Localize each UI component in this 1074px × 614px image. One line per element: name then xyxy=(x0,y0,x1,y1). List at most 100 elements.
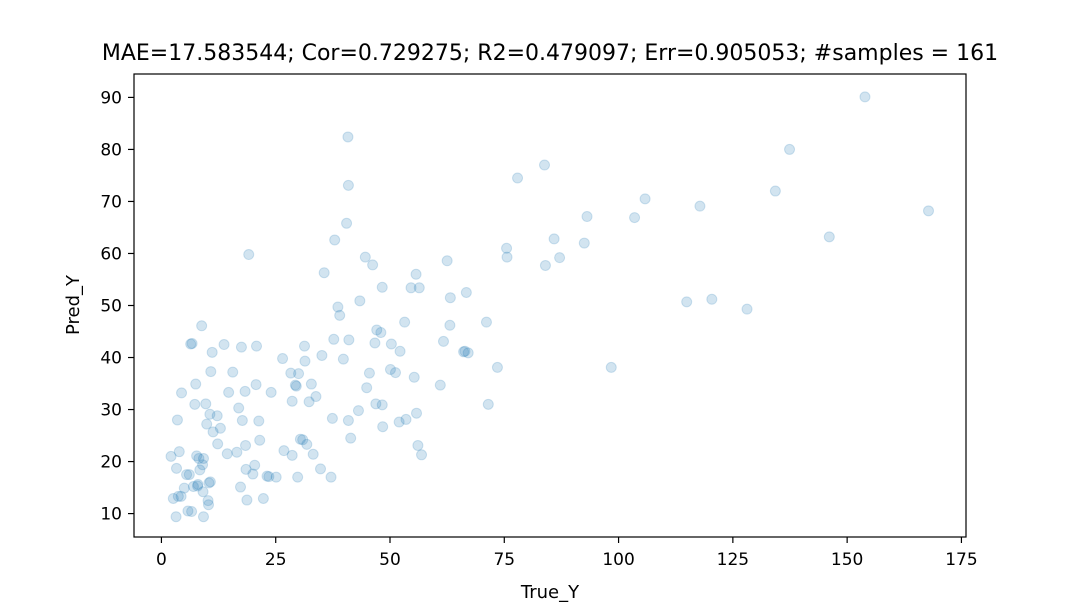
data-point xyxy=(170,511,182,523)
data-point xyxy=(578,237,590,249)
y-tick-label: 10 xyxy=(100,505,122,525)
data-point xyxy=(769,185,781,197)
x-axis-label: True_Y xyxy=(520,582,580,603)
data-point xyxy=(639,193,651,205)
data-point xyxy=(512,172,524,184)
data-point xyxy=(539,259,551,271)
data-point xyxy=(261,470,273,482)
data-point xyxy=(363,367,375,379)
data-point xyxy=(299,355,311,367)
data-point xyxy=(539,159,551,171)
data-point xyxy=(359,251,371,263)
data-point xyxy=(182,505,194,517)
data-point xyxy=(190,378,202,390)
data-point xyxy=(307,448,319,460)
data-point xyxy=(400,413,412,425)
data-point xyxy=(459,345,471,357)
data-point xyxy=(376,281,388,293)
data-point xyxy=(235,481,247,493)
data-point xyxy=(444,292,456,304)
data-point xyxy=(341,217,353,229)
chart-title: MAE=17.583544; Cor=0.729275; R2=0.479097… xyxy=(102,41,998,66)
data-point xyxy=(171,462,183,474)
data-point xyxy=(187,481,199,493)
data-point xyxy=(369,337,381,349)
data-point xyxy=(263,471,275,483)
data-point xyxy=(480,316,492,328)
data-point xyxy=(193,452,205,464)
data-point xyxy=(297,434,309,446)
data-point xyxy=(251,340,263,352)
data-point xyxy=(191,450,203,462)
data-point xyxy=(201,418,213,430)
y-tick-label: 50 xyxy=(100,297,122,317)
data-point xyxy=(299,340,311,352)
data-point xyxy=(290,380,302,392)
data-point xyxy=(482,398,494,410)
data-point xyxy=(458,346,470,358)
data-point xyxy=(329,234,341,246)
data-point xyxy=(265,386,277,398)
data-point xyxy=(285,367,297,379)
data-point xyxy=(277,353,289,365)
data-point xyxy=(352,405,364,417)
data-point xyxy=(167,493,179,504)
data-point xyxy=(462,347,474,359)
y-tick-label: 70 xyxy=(100,192,122,212)
data-point xyxy=(203,499,215,511)
data-point xyxy=(305,378,317,390)
data-point xyxy=(741,303,753,315)
data-point xyxy=(205,366,217,378)
data-point xyxy=(342,179,354,191)
data-point xyxy=(204,476,216,488)
data-point xyxy=(197,486,209,498)
data-point xyxy=(434,379,446,391)
data-point xyxy=(204,408,216,420)
data-point xyxy=(221,448,233,460)
data-point xyxy=(294,433,306,445)
y-tick-label: 30 xyxy=(100,401,122,421)
data-point xyxy=(315,463,327,475)
x-tick-label: 100 xyxy=(602,550,634,570)
data-point xyxy=(178,482,190,494)
data-point xyxy=(239,385,251,397)
data-point xyxy=(207,426,219,438)
data-point xyxy=(236,414,248,426)
x-tick-label: 125 xyxy=(717,550,749,570)
data-point xyxy=(186,337,198,349)
y-tick-label: 80 xyxy=(100,140,122,160)
data-point xyxy=(405,282,417,294)
data-point xyxy=(334,309,346,321)
data-point xyxy=(243,249,255,261)
y-axis-label: Pred_Y xyxy=(63,274,84,335)
data-point xyxy=(408,371,420,383)
x-tick-label: 0 xyxy=(156,550,167,570)
data-point xyxy=(185,338,197,350)
data-point xyxy=(342,414,354,426)
data-point xyxy=(233,402,245,414)
data-point xyxy=(337,353,349,365)
x-tick-label: 50 xyxy=(379,550,401,570)
data-point xyxy=(460,286,472,298)
data-point xyxy=(253,415,265,427)
data-point xyxy=(249,459,261,471)
data-point xyxy=(367,259,379,271)
data-point xyxy=(165,450,177,462)
data-point xyxy=(189,398,201,410)
data-point xyxy=(192,478,204,490)
x-tick-label: 175 xyxy=(945,550,977,570)
data-point xyxy=(412,439,424,451)
x-tick-label: 75 xyxy=(493,550,515,570)
data-point xyxy=(197,452,209,464)
data-point xyxy=(581,211,593,223)
data-point xyxy=(605,361,617,373)
data-point xyxy=(212,438,224,450)
data-point xyxy=(310,391,322,403)
data-point xyxy=(859,91,871,103)
data-point xyxy=(361,382,373,394)
data-point xyxy=(301,438,313,450)
data-point xyxy=(326,412,338,424)
data-point xyxy=(192,480,204,492)
data-point xyxy=(231,446,243,458)
